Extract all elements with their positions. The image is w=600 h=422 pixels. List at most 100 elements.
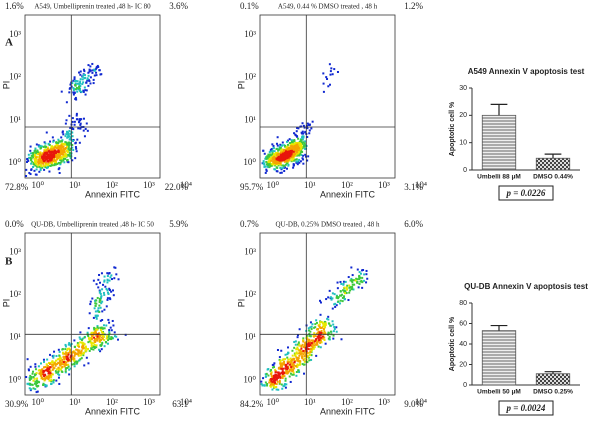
event-dot xyxy=(30,154,33,157)
event-dot xyxy=(65,119,68,122)
quadrant-label: 1.2% xyxy=(404,1,423,11)
event-dot xyxy=(301,143,304,146)
event-dot xyxy=(315,321,318,324)
event-dot xyxy=(33,377,36,380)
event-dot xyxy=(293,140,296,143)
event-dot xyxy=(306,127,309,130)
event-dot xyxy=(265,169,268,172)
error-bar xyxy=(490,324,508,331)
event-dot xyxy=(296,352,299,355)
event-dot xyxy=(101,332,104,335)
event-dot xyxy=(84,76,87,79)
event-dot xyxy=(106,342,109,345)
event-dot xyxy=(310,339,313,342)
event-dot xyxy=(282,165,285,168)
event-dot xyxy=(332,337,335,340)
event-dot xyxy=(266,384,269,387)
event-dot xyxy=(111,319,114,322)
event-dot xyxy=(92,342,95,345)
event-dot xyxy=(270,381,273,384)
event-dot xyxy=(94,340,97,343)
event-dot xyxy=(55,156,58,159)
event-dot xyxy=(53,350,56,353)
event-dot xyxy=(355,277,358,280)
event-dot xyxy=(93,345,96,348)
event-dot xyxy=(351,281,354,284)
event-dot xyxy=(48,143,51,146)
event-dot xyxy=(52,379,55,382)
event-dot xyxy=(298,371,301,374)
event-dot xyxy=(277,163,280,166)
event-dot xyxy=(272,385,275,388)
event-dot xyxy=(59,147,62,150)
event-dot xyxy=(303,144,306,147)
event-dot xyxy=(287,159,290,162)
event-dot xyxy=(279,156,282,159)
event-dot xyxy=(328,63,331,66)
event-dot xyxy=(101,341,104,344)
event-dot xyxy=(94,338,97,341)
event-dot xyxy=(83,135,86,138)
event-dot xyxy=(263,163,266,166)
event-dot xyxy=(363,279,366,282)
event-dot xyxy=(69,126,72,129)
event-dot xyxy=(68,129,71,132)
event-dot xyxy=(71,357,74,360)
event-dot xyxy=(39,147,42,150)
event-dot xyxy=(327,322,330,325)
event-dot xyxy=(105,305,108,308)
event-dot xyxy=(333,325,336,328)
event-dot xyxy=(50,154,53,157)
event-dot xyxy=(73,339,76,342)
event-dot xyxy=(38,157,41,160)
event-dot xyxy=(354,279,357,282)
event-dot xyxy=(51,153,54,156)
event-dot xyxy=(55,162,58,165)
event-dot xyxy=(81,75,84,78)
event-dot xyxy=(35,162,38,165)
event-dot xyxy=(350,288,353,291)
event-dot xyxy=(296,163,299,166)
event-dot xyxy=(39,372,42,375)
event-dot xyxy=(106,275,109,278)
event-dot xyxy=(310,358,313,361)
event-dot xyxy=(73,123,76,126)
event-dot xyxy=(260,380,263,383)
event-dot xyxy=(79,70,82,73)
event-dot xyxy=(100,339,103,342)
event-dot xyxy=(78,349,81,352)
event-dot xyxy=(93,328,96,331)
x-tick-label: 10¹ xyxy=(69,397,81,407)
event-dot xyxy=(102,291,105,294)
event-dot xyxy=(38,369,41,372)
event-dot xyxy=(287,158,290,161)
event-dot xyxy=(95,346,98,349)
plot-frame xyxy=(24,14,161,179)
event-dot xyxy=(346,284,349,287)
event-dot xyxy=(32,387,35,390)
event-dot xyxy=(260,383,263,386)
event-dot xyxy=(278,379,281,382)
y-tick-label: 40 xyxy=(459,341,467,348)
event-dot xyxy=(277,149,280,152)
event-dot xyxy=(93,336,96,339)
event-dot xyxy=(279,166,282,169)
event-dot xyxy=(265,375,268,378)
event-dot xyxy=(97,348,100,351)
event-dot xyxy=(337,300,340,303)
event-dot xyxy=(283,170,286,173)
event-dot xyxy=(67,343,70,346)
event-dot xyxy=(95,74,98,77)
event-dot xyxy=(322,324,325,327)
event-dot xyxy=(277,164,280,167)
event-dot xyxy=(67,365,70,368)
event-dot xyxy=(108,330,111,333)
event-dot xyxy=(265,372,268,375)
event-dot xyxy=(86,333,89,336)
event-dot xyxy=(308,340,311,343)
event-dot xyxy=(301,356,304,359)
event-dot xyxy=(323,323,326,326)
event-dot xyxy=(26,382,29,385)
event-dot xyxy=(296,336,299,339)
event-dot xyxy=(69,87,72,90)
